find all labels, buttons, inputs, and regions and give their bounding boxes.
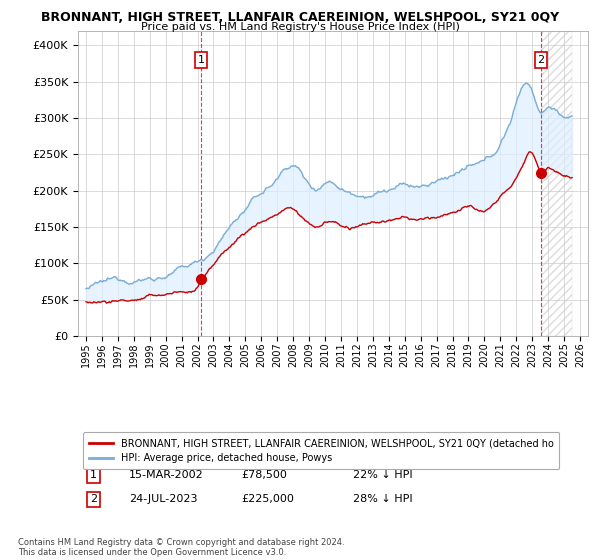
Text: 1: 1 <box>90 470 97 480</box>
Legend: BRONNANT, HIGH STREET, LLANFAIR CAEREINION, WELSHPOOL, SY21 0QY (detached ho, HP: BRONNANT, HIGH STREET, LLANFAIR CAEREINI… <box>83 432 559 469</box>
Text: 2: 2 <box>538 55 545 65</box>
Text: 24-JUL-2023: 24-JUL-2023 <box>129 494 197 505</box>
Text: Price paid vs. HM Land Registry's House Price Index (HPI): Price paid vs. HM Land Registry's House … <box>140 22 460 32</box>
Text: 1: 1 <box>197 55 205 65</box>
Text: BRONNANT, HIGH STREET, LLANFAIR CAEREINION, WELSHPOOL, SY21 0QY: BRONNANT, HIGH STREET, LLANFAIR CAEREINI… <box>41 11 559 24</box>
Text: £78,500: £78,500 <box>241 470 287 480</box>
Text: £225,000: £225,000 <box>241 494 294 505</box>
Text: 28% ↓ HPI: 28% ↓ HPI <box>353 494 413 505</box>
Text: 15-MAR-2002: 15-MAR-2002 <box>129 470 204 480</box>
Text: 22% ↓ HPI: 22% ↓ HPI <box>353 470 413 480</box>
Text: 2: 2 <box>90 494 97 505</box>
Text: Contains HM Land Registry data © Crown copyright and database right 2024.
This d: Contains HM Land Registry data © Crown c… <box>18 538 344 557</box>
